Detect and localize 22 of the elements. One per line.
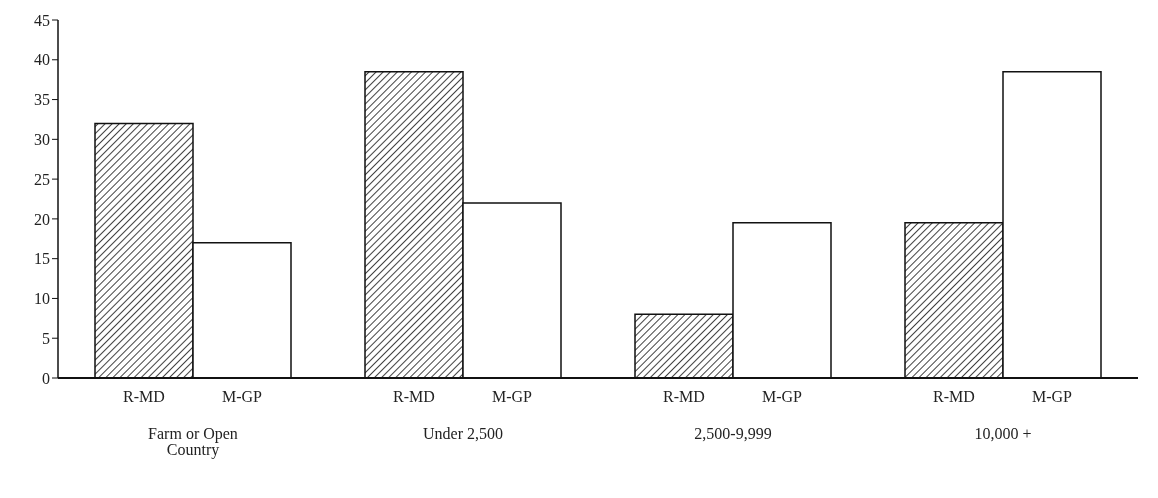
y-tick-label: 10 <box>34 290 50 308</box>
y-tick-label: 20 <box>34 210 50 228</box>
y-tick-label: 35 <box>34 91 50 109</box>
x-tick-label: Farm or Open Country <box>148 425 238 460</box>
text: R-MD <box>933 388 975 405</box>
text: M-GP <box>491 388 533 405</box>
y-tick-label: 0 <box>42 369 50 387</box>
text: M-GP <box>1031 388 1073 405</box>
y-tick-label: 30 <box>34 131 50 149</box>
y-tick-label: 25 <box>34 170 50 188</box>
y-tick-label: 45 <box>34 11 50 29</box>
y-tick-label: 15 <box>34 250 50 268</box>
x-tick-label: 10,000 + <box>974 425 1032 443</box>
text: M-GP <box>761 388 803 405</box>
y-tick-label: 5 <box>42 329 50 347</box>
y-tick-label: 40 <box>34 51 50 69</box>
series-label: R-MD <box>123 388 165 405</box>
x-tick-label: Under 2,500 <box>423 425 503 443</box>
x-tick-label: 2,500-9,999 <box>694 425 772 443</box>
text: R-MD <box>393 388 435 405</box>
text: R-MD <box>663 388 705 405</box>
series-label: M-GP <box>221 388 263 405</box>
